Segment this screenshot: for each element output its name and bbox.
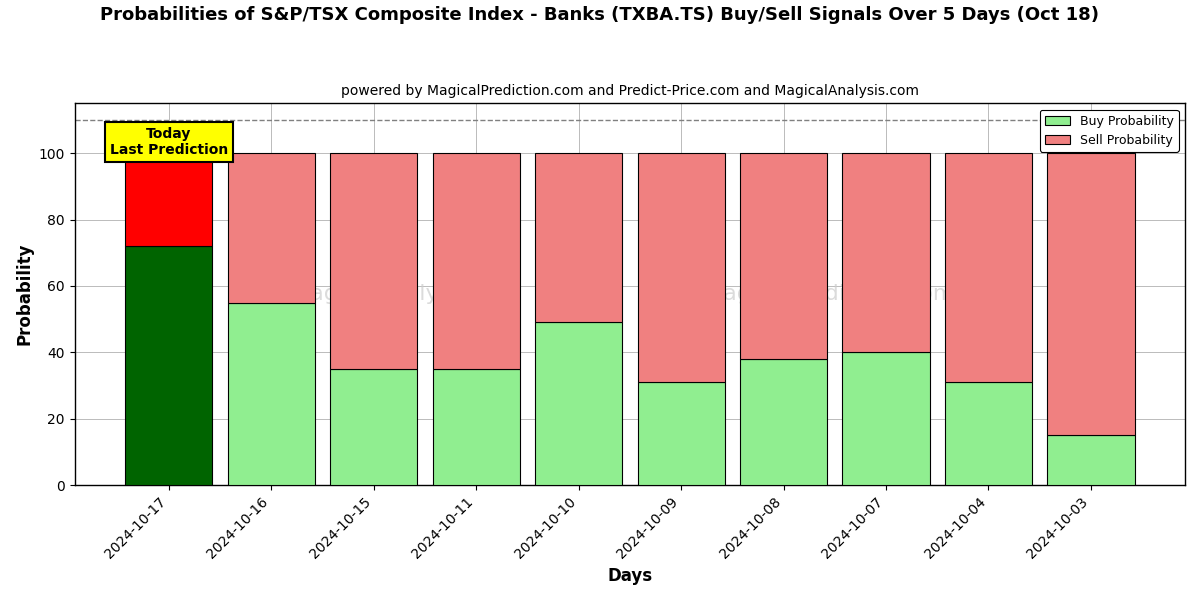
Bar bbox=[535, 153, 622, 322]
Bar bbox=[432, 153, 520, 369]
Bar bbox=[125, 153, 212, 246]
Bar bbox=[228, 302, 314, 485]
Bar bbox=[1048, 436, 1134, 485]
Bar bbox=[432, 369, 520, 485]
Bar bbox=[1048, 153, 1134, 436]
Title: powered by MagicalPrediction.com and Predict-Price.com and MagicalAnalysis.com: powered by MagicalPrediction.com and Pre… bbox=[341, 84, 919, 98]
Bar bbox=[637, 153, 725, 382]
Bar bbox=[330, 369, 418, 485]
Legend: Buy Probability, Sell Probability: Buy Probability, Sell Probability bbox=[1040, 110, 1178, 152]
Text: Today
Last Prediction: Today Last Prediction bbox=[109, 127, 228, 157]
Bar bbox=[842, 352, 930, 485]
Bar bbox=[944, 153, 1032, 382]
X-axis label: Days: Days bbox=[607, 567, 653, 585]
Bar bbox=[228, 153, 314, 302]
Bar bbox=[740, 359, 827, 485]
Bar bbox=[637, 382, 725, 485]
Text: MagicalPrediction.com: MagicalPrediction.com bbox=[704, 284, 955, 304]
Bar bbox=[944, 382, 1032, 485]
Y-axis label: Probability: Probability bbox=[16, 243, 34, 346]
Bar bbox=[125, 246, 212, 485]
Text: MagicalAnalysis.com: MagicalAnalysis.com bbox=[292, 284, 523, 304]
Bar bbox=[535, 322, 622, 485]
Text: Probabilities of S&P/TSX Composite Index - Banks (TXBA.TS) Buy/Sell Signals Over: Probabilities of S&P/TSX Composite Index… bbox=[101, 6, 1099, 24]
Bar bbox=[740, 153, 827, 359]
Bar bbox=[842, 153, 930, 352]
Bar bbox=[330, 153, 418, 369]
